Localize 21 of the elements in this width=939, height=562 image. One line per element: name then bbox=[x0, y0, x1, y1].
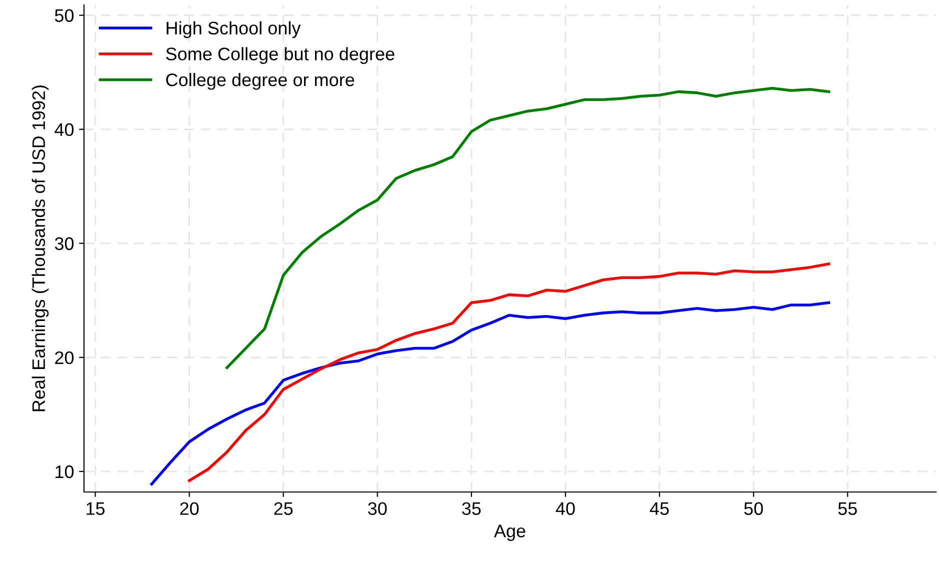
legend-label: Some College but no degree bbox=[166, 47, 394, 64]
y-tick-label: 30 bbox=[54, 237, 74, 250]
y-tick-label: 50 bbox=[54, 9, 74, 22]
line-series bbox=[150, 301, 830, 486]
y-tick-label: 20 bbox=[55, 351, 74, 364]
line-series bbox=[188, 262, 830, 482]
x-tick-label: 30 bbox=[368, 502, 387, 515]
legend-label: High School only bbox=[166, 21, 301, 38]
y-tick-label: 40 bbox=[54, 123, 74, 136]
legend-label: College degree or more bbox=[166, 72, 354, 90]
x-tick-label: 45 bbox=[650, 502, 669, 515]
x-tick-label: 40 bbox=[556, 502, 575, 515]
x-tick-label: 15 bbox=[86, 502, 105, 515]
x-tick-label: 35 bbox=[462, 502, 481, 515]
x-tick-label: 20 bbox=[180, 502, 199, 515]
y-axis-title: Real Earnings (Thousands of USD 1992) bbox=[32, 86, 49, 412]
x-axis-title: Age bbox=[494, 524, 526, 541]
x-tick-label: 25 bbox=[274, 502, 293, 515]
x-tick-label: 55 bbox=[838, 502, 857, 515]
x-tick-label: 50 bbox=[744, 502, 763, 515]
y-tick-label: 10 bbox=[56, 465, 74, 478]
